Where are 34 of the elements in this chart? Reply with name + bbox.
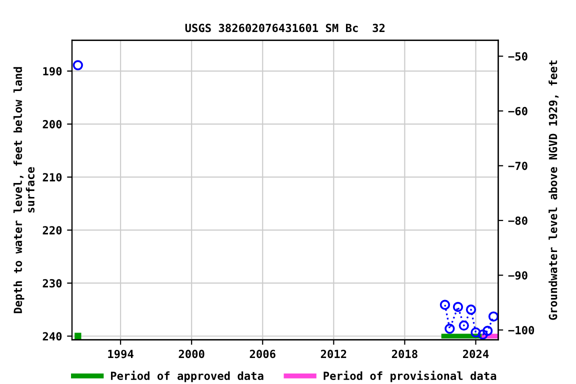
point <box>444 324 455 334</box>
point <box>458 320 469 331</box>
point <box>452 302 464 312</box>
y-tick-label: 240 <box>42 332 62 341</box>
legend-label: Period of approved data <box>111 370 264 382</box>
y-tick-label: 210 <box>42 173 62 182</box>
y-tick-label: 190 <box>43 67 62 76</box>
y-tick-label: 230 <box>42 279 62 288</box>
y2-tick-label: −60 <box>508 106 528 116</box>
point <box>72 60 83 70</box>
y2-tick-label: −50 <box>508 52 528 61</box>
y-axis-title: Depth to water level, feet below land surface <box>13 67 34 314</box>
x-tick-label: 1994 <box>108 350 134 358</box>
point <box>488 311 499 322</box>
point <box>482 326 493 336</box>
point <box>470 327 481 338</box>
y2-tick-label: −90 <box>508 271 528 280</box>
chart-title: USGS 382602076431601 SM Bc 32 <box>185 24 385 32</box>
x-tick-label: 2012 <box>320 350 346 358</box>
point <box>466 304 476 315</box>
y-tick-label: 220 <box>42 226 62 234</box>
y2-tick-label: −100 <box>508 326 534 334</box>
y2-tick-label: −70 <box>508 162 528 170</box>
y-tick-label: 200 <box>42 120 62 128</box>
x-tick-label: 2018 <box>392 350 418 358</box>
point <box>74 332 82 340</box>
x-tick-label: 2006 <box>250 350 276 358</box>
x-tick-label: 2000 <box>178 350 204 358</box>
legend-label: Period of provisional data <box>324 370 496 382</box>
point <box>440 300 450 310</box>
y2-axis-title: Groundwater level above NGVD 1929, feet <box>548 60 559 320</box>
x-tick-label: 2024 <box>462 350 489 358</box>
point <box>478 329 488 340</box>
y2-tick-label: −80 <box>508 216 528 225</box>
